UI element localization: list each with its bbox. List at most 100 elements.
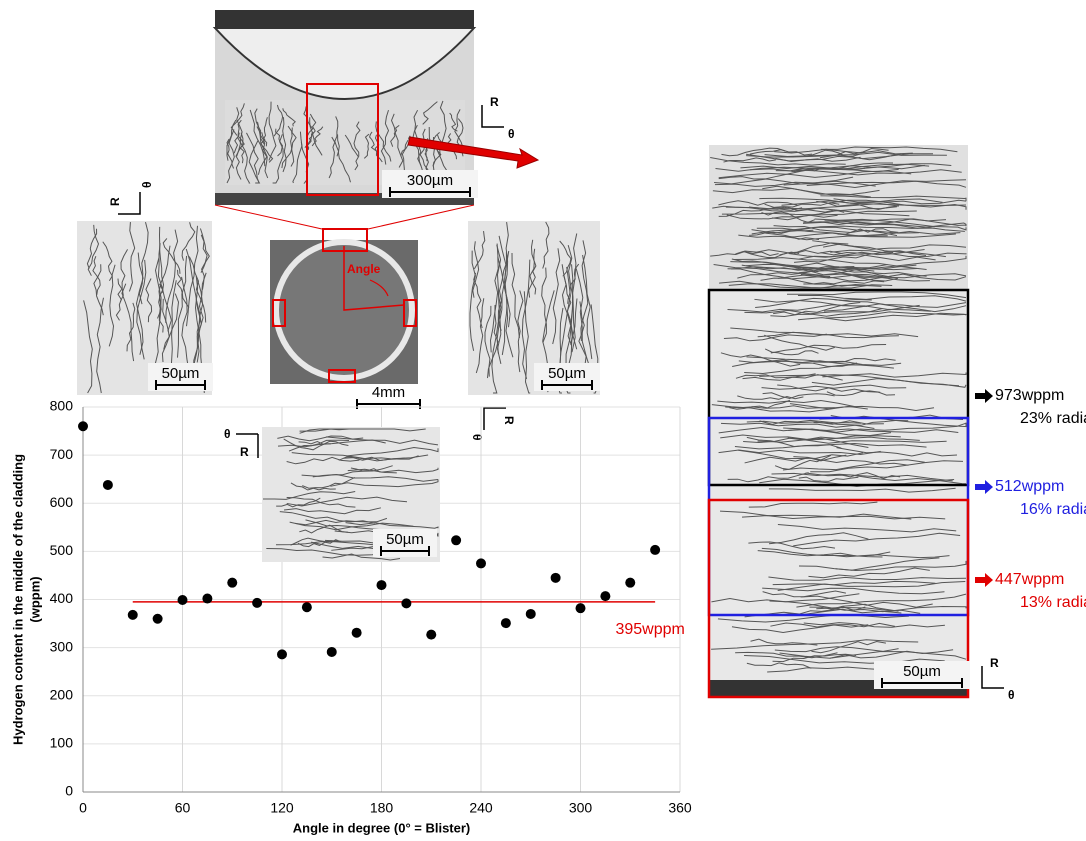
crack (774, 646, 899, 653)
crack (803, 622, 945, 628)
axis-arrow (483, 407, 506, 430)
zone-box (328, 369, 356, 383)
crack (764, 151, 947, 158)
crack (836, 447, 958, 457)
crack (738, 449, 864, 460)
crack (138, 222, 149, 305)
data-point (600, 591, 611, 602)
crack (772, 653, 857, 663)
crack (135, 252, 144, 355)
axis-theta: θ (140, 182, 154, 189)
crack (713, 264, 887, 278)
crack (115, 278, 123, 321)
crack (779, 651, 967, 660)
crack (813, 269, 927, 277)
scale-label: 50µm (548, 365, 586, 382)
crack (186, 225, 199, 327)
crack (154, 256, 162, 366)
crack (746, 153, 933, 160)
data-point (351, 627, 362, 638)
crack (762, 185, 880, 196)
crack (235, 132, 244, 180)
crack (87, 224, 100, 276)
crack (814, 218, 967, 231)
crack (145, 278, 153, 323)
crack (249, 109, 266, 167)
data-point (152, 613, 163, 624)
crack (762, 587, 945, 595)
crack (811, 640, 886, 654)
crack (723, 333, 827, 342)
crack (749, 229, 814, 236)
data-point (500, 618, 511, 629)
crack (759, 197, 943, 204)
crack (729, 399, 791, 410)
data-point (451, 535, 462, 546)
x-tick-label: 120 (270, 800, 294, 816)
crack (353, 121, 361, 157)
crack (748, 541, 836, 550)
crack (803, 280, 885, 285)
crack (750, 638, 818, 646)
scale-label: 50µm (903, 663, 941, 680)
crack (720, 352, 801, 367)
crack (744, 454, 847, 464)
zone-black (707, 288, 970, 487)
crack (305, 517, 388, 524)
crack (390, 124, 400, 147)
crack (711, 404, 868, 413)
crack (469, 250, 476, 351)
crack (781, 200, 967, 206)
crack (496, 235, 507, 354)
crack (472, 241, 480, 298)
crack (806, 167, 866, 172)
crack (503, 221, 511, 328)
orientation-axes: Rθ (108, 182, 154, 215)
crack (782, 459, 925, 471)
crack (772, 206, 897, 221)
crack (768, 532, 869, 545)
y-tick-label: 600 (50, 494, 74, 510)
axis-r: R (240, 445, 249, 459)
crack (830, 249, 967, 258)
crack (725, 206, 910, 217)
scale-label: 4mm (372, 384, 405, 401)
crack (773, 225, 898, 237)
crack (718, 200, 798, 206)
crack (744, 364, 894, 375)
axis-r: R (490, 95, 499, 109)
crack (158, 226, 165, 293)
crack (256, 126, 268, 175)
crack (723, 157, 776, 163)
crack (517, 290, 524, 373)
crack (185, 248, 201, 344)
crack (158, 283, 164, 333)
y-tick-label: 500 (50, 542, 74, 558)
crack (737, 395, 804, 400)
crack (744, 654, 945, 664)
crack (330, 479, 439, 488)
axis-theta: θ (1008, 688, 1015, 702)
crack (412, 124, 424, 175)
data-point (525, 608, 536, 619)
crack (820, 146, 958, 153)
zone-radial: 13% radial (1020, 594, 1086, 611)
crack (230, 103, 245, 136)
crack (193, 275, 202, 373)
crack (788, 253, 936, 262)
crack (322, 553, 401, 561)
scale-box (148, 363, 213, 391)
crack (808, 567, 930, 579)
axis-theta: θ (508, 127, 515, 141)
crack (542, 221, 550, 269)
crack (726, 214, 838, 220)
y-tick-label: 400 (50, 590, 74, 606)
crack (718, 170, 912, 179)
crack (731, 266, 918, 271)
crack (299, 524, 349, 534)
crack (363, 133, 370, 159)
scale-box (534, 363, 600, 391)
crack (789, 403, 935, 412)
crack (344, 134, 359, 171)
crack (797, 294, 967, 302)
